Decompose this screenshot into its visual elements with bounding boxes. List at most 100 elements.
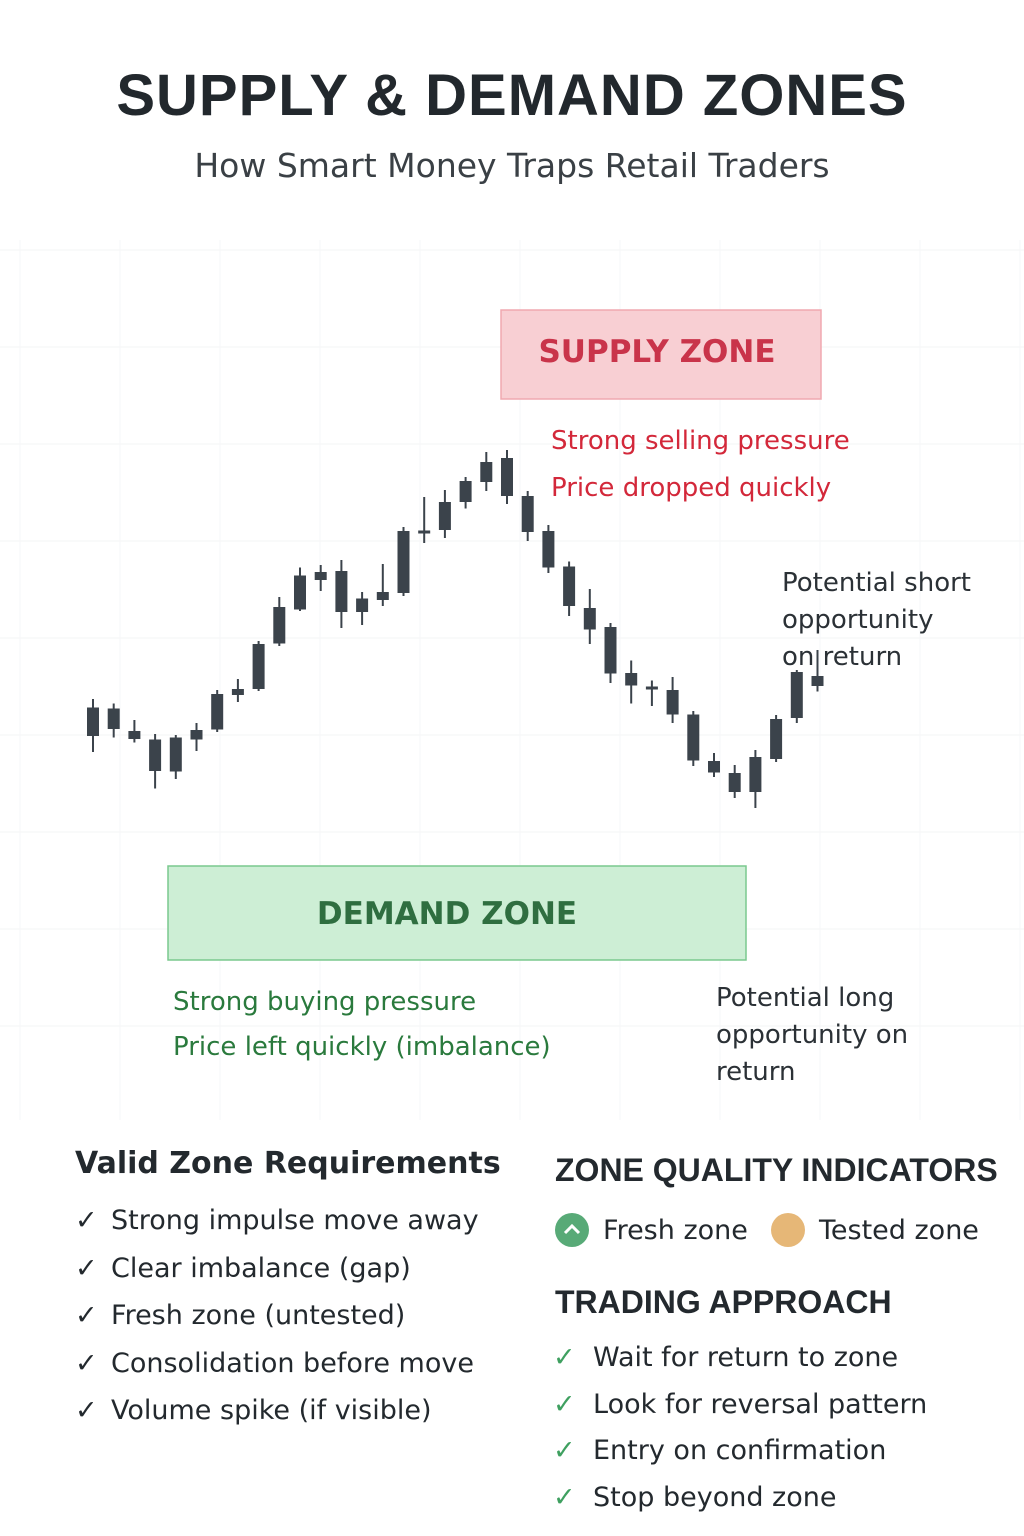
candle-body: [501, 458, 513, 496]
list-item: ✓ Entry on confirmation: [553, 1428, 927, 1475]
check-icon: ✓: [553, 1388, 576, 1420]
candle-body: [438, 502, 451, 530]
candle-body: [728, 773, 741, 792]
list-item-label: Volume spike (if visible): [111, 1395, 432, 1426]
candle-body: [231, 689, 244, 695]
candle-body: [521, 496, 534, 532]
candle: [149, 734, 162, 789]
check-icon: ✓: [553, 1481, 576, 1513]
tested-zone-label: Tested zone: [819, 1214, 979, 1246]
candle-body: [770, 719, 783, 759]
tested-zone-icon: [771, 1213, 805, 1247]
candle: [128, 720, 141, 743]
candle-body: [149, 739, 162, 771]
annotation-line: opportunity on: [716, 1020, 909, 1050]
candle: [107, 703, 120, 738]
candle: [749, 750, 762, 808]
short-opportunity-annotation: Potential short opportunity on return: [782, 565, 971, 676]
candle: [625, 660, 638, 704]
candle-body: [811, 676, 824, 686]
supply-note: Price dropped quickly: [551, 473, 832, 503]
candle: [708, 753, 720, 777]
supply-zone-label: SUPPLY ZONE: [538, 334, 776, 370]
list-item: ✓ Look for reversal pattern: [553, 1382, 927, 1429]
candle-body: [273, 607, 286, 644]
candle-body: [790, 672, 803, 718]
candle-body: [211, 694, 224, 730]
list-item-label: Entry on confirmation: [593, 1435, 887, 1466]
page-title: SUPPLY & DEMAND ZONES: [116, 63, 908, 128]
list-item: ✓ Clear imbalance (gap): [75, 1245, 479, 1293]
candle: [335, 560, 348, 628]
candle-body: [169, 737, 182, 772]
candle-body: [687, 714, 700, 761]
candle: [728, 765, 741, 798]
approach-list: ✓ Wait for return to zone ✓ Look for rever…: [553, 1335, 927, 1521]
candle-body: [542, 531, 555, 568]
check-icon: ✓: [553, 1342, 576, 1373]
check-icon: ✓: [75, 1347, 98, 1379]
candle: [521, 491, 534, 541]
fresh-zone-icon: [555, 1213, 589, 1247]
candle: [314, 565, 327, 591]
list-item-label: Look for reversal pattern: [593, 1388, 928, 1420]
demand-notes: Strong buying pressure Price left quickl…: [173, 980, 551, 1070]
candle: [87, 699, 99, 752]
candle-series: [87, 450, 824, 808]
list-item-label: Strong impulse move away: [111, 1205, 479, 1236]
list-item-label: Consolidation before move: [111, 1347, 474, 1379]
candle: [459, 477, 472, 509]
list-item: ✓ Volume spike (if visible): [75, 1387, 479, 1435]
candle-body: [87, 707, 99, 736]
check-icon: ✓: [75, 1205, 98, 1236]
candlestick-chart: [0, 249, 1024, 1027]
candle-body: [376, 592, 389, 600]
candle: [666, 677, 679, 723]
candle-body: [314, 572, 327, 580]
candle: [376, 564, 389, 606]
candle: [211, 690, 224, 732]
list-item: ✓ Wait for return to zone: [553, 1335, 927, 1382]
demand-note: Strong buying pressure: [173, 987, 477, 1017]
candle-body: [128, 731, 141, 739]
requirements-list: ✓ Strong impulse move away ✓ Clear imbalan…: [75, 1197, 479, 1435]
candle-body: [335, 571, 348, 612]
list-item-label: Fresh zone (untested): [111, 1300, 406, 1331]
candle: [273, 597, 286, 646]
requirements-heading: Valid Zone Requirements: [75, 1146, 501, 1181]
demand-zone-label: DEMAND ZONE: [316, 896, 578, 932]
candle: [583, 589, 596, 644]
candle: [190, 723, 203, 751]
candle: [480, 452, 493, 491]
candle: [231, 679, 244, 702]
annotation-line: return: [716, 1057, 796, 1087]
candle-body: [397, 531, 410, 593]
candle: [438, 490, 451, 538]
candle: [790, 670, 803, 723]
candle: [811, 650, 824, 692]
candle: [542, 525, 555, 573]
demand-zone-box: [167, 865, 747, 961]
candle: [563, 561, 576, 616]
candle: [604, 623, 617, 683]
candle: [397, 527, 410, 596]
supply-zone-box: [500, 309, 822, 400]
candle-body: [749, 757, 762, 792]
list-item: ✓ Stop beyond zone: [553, 1475, 927, 1522]
candle-body: [708, 761, 720, 773]
legend-fresh: Fresh zone: [555, 1213, 748, 1247]
check-icon: ✓: [75, 1252, 98, 1284]
list-item: ✓ Strong impulse move away: [75, 1197, 479, 1245]
annotation-line: on return: [782, 642, 903, 672]
annotation-line: Potential short: [782, 568, 971, 598]
candle-body: [563, 566, 576, 606]
demand-note: Price left quickly (imbalance): [173, 1032, 551, 1062]
approach-heading: TRADING APPROACH: [555, 1284, 892, 1320]
fresh-zone-label: Fresh zone: [603, 1214, 748, 1246]
legend-tested: Tested zone: [771, 1213, 979, 1247]
candle: [294, 567, 306, 611]
candle: [645, 680, 658, 706]
check-icon: ✓: [553, 1435, 576, 1466]
candle: [252, 641, 265, 691]
quality-heading: ZONE QUALITY INDICATORS: [555, 1152, 998, 1188]
